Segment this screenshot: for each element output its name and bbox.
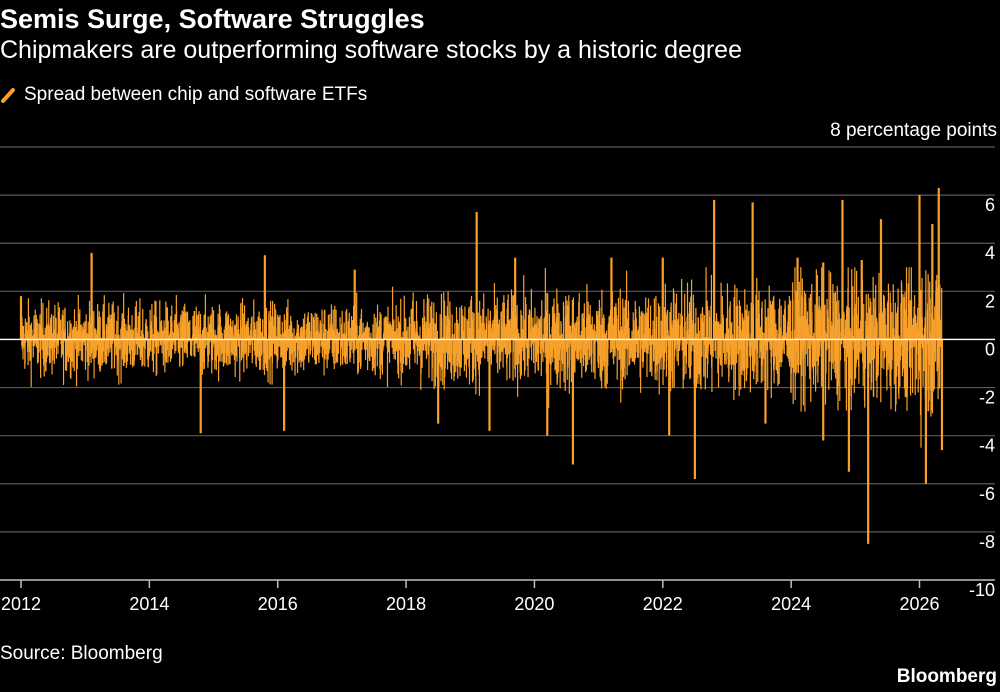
x-tick-label: 2024 bbox=[771, 594, 811, 614]
y-axis-unit-label: 8 percentage points bbox=[830, 120, 997, 141]
x-tick-label: 2018 bbox=[386, 594, 426, 614]
chart-title: Semis Surge, Software Struggles bbox=[0, 4, 425, 34]
y-tick-label: 0 bbox=[985, 339, 995, 359]
legend-label: Spread between chip and software ETFs bbox=[24, 84, 368, 105]
y-tick-label: -10 bbox=[969, 580, 995, 600]
x-tick-label: 2026 bbox=[899, 594, 939, 614]
x-tick-label: 2016 bbox=[258, 594, 298, 614]
y-tick-label: -2 bbox=[979, 388, 995, 408]
y-tick-label: 6 bbox=[985, 195, 995, 215]
y-tick-label: -4 bbox=[979, 436, 995, 456]
source-note: Source: Bloomberg bbox=[0, 643, 163, 664]
chart-subtitle: Chipmakers are outperforming software st… bbox=[0, 36, 742, 64]
x-tick-label: 2020 bbox=[514, 594, 554, 614]
legend: Spread between chip and software ETFs bbox=[0, 84, 367, 106]
bloomberg-logo: Bloomberg bbox=[896, 666, 997, 687]
y-tick-label: 4 bbox=[985, 243, 995, 263]
y-tick-label: -6 bbox=[979, 484, 995, 504]
legend-swatch-icon bbox=[1, 88, 15, 103]
x-tick-label: 2022 bbox=[643, 594, 683, 614]
x-tick-label: 2012 bbox=[1, 594, 41, 614]
x-tick-label: 2014 bbox=[129, 594, 169, 614]
y-tick-label: 2 bbox=[985, 291, 995, 311]
y-tick-label: -8 bbox=[979, 532, 995, 552]
